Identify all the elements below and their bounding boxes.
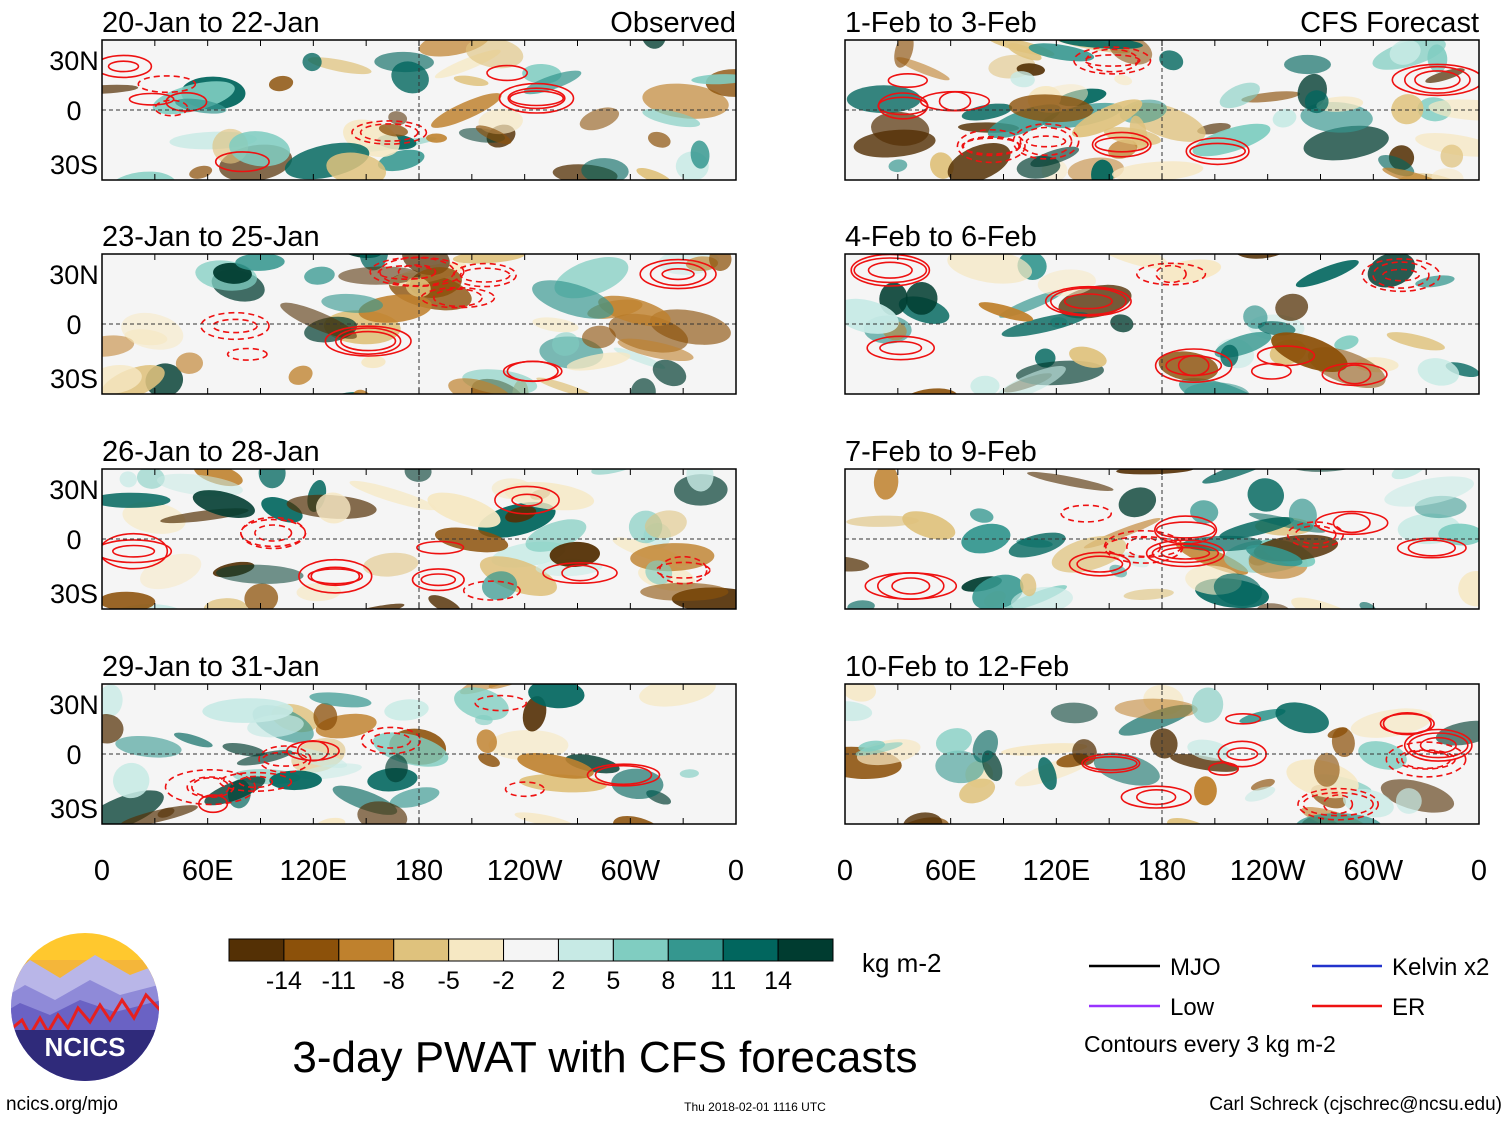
colorbar-swatch [283,938,340,962]
longitude-label: 180 [1138,855,1186,887]
latitude-label: 0 [66,310,81,340]
longitude-label: 0 [837,855,853,887]
panel-date-label: 7-Feb to 9-Feb [845,436,1037,468]
panel-date-label: 29-Jan to 31-Jan [102,651,320,683]
forecast-panel-3: 7-Feb to 9-Feb [844,436,1480,610]
figure-title: 3-day PWAT with CFS forecasts [292,1033,917,1082]
colorbar-tick-label: 2 [552,967,566,995]
footer-credit: Carl Schreck (cjschrec@ncsu.edu) [1209,1094,1502,1115]
forecast-panel-4: 10-Feb to 12-Feb [844,651,1480,825]
latitude-label: 30N [49,475,99,505]
longitude-label: 0 [728,855,744,887]
panel-heading: Observed [610,7,736,39]
footer-timestamp: Thu 2018-02-01 1116 UTC [684,1100,826,1114]
latitude-label: 0 [66,96,81,126]
colorbar-tick-label: -2 [492,967,514,995]
legend-kelvin-label: Kelvin x2 [1392,954,1489,981]
colorbar-swatch [722,938,779,962]
er-contours [877,46,1479,166]
logo-text: NCICS [45,1032,126,1062]
latitude-label: 0 [66,525,81,555]
colorbar-swatch [228,938,285,962]
latitude-label: 30N [49,46,99,76]
logo-landscape-icon [11,933,159,1081]
pwat-anomaly-field [102,684,716,824]
longitude-label: 0 [1471,855,1487,887]
colorbar-swatch [612,938,669,962]
latitude-label: 30S [50,150,98,180]
forecast-panel-1: 1-Feb to 3-Feb CFS Forecast [844,7,1480,181]
er-contours [102,485,711,601]
longitude-label: 120W [487,855,563,887]
panel-date-label: 10-Feb to 12-Feb [845,651,1069,683]
longitude-label: 60W [1344,855,1404,887]
legend-mjo-label: MJO [1170,954,1221,981]
footer-url[interactable]: ncics.org/mjo [6,1094,118,1115]
latitude-label: 30S [50,364,98,394]
colorbar-tick-label: 5 [606,967,620,995]
contour-note: Contours every 3 kg m-2 [1084,1031,1336,1057]
colorbar: -14 -11 -8 -5 -2 2 5 8 11 14 [228,938,834,995]
colorbar-swatch [393,938,450,962]
colorbar-swatch [503,938,559,962]
colorbar-swatch [667,938,724,962]
latitude-label: 30S [50,794,98,824]
latitude-label: 30N [49,260,99,290]
colorbar-tick-label: 11 [710,967,736,995]
panel-date-label: 4-Feb to 6-Feb [845,221,1037,253]
panel-date-label: 26-Jan to 28-Jan [102,436,320,468]
er-contours [864,504,1467,600]
pwat-anomaly-field [846,40,1479,180]
er-contours [164,694,661,814]
colorbar-tick-label: -14 [266,967,302,995]
pwat-anomaly-field [102,469,736,609]
er-contours [850,254,1441,387]
latitude-label: 30N [49,690,99,720]
longitude-axis-left: 0 60E 120E 180 120W 60W 0 [94,855,744,887]
pwat-anomaly-field [845,684,1479,824]
latitude-label: 30S [50,579,98,609]
longitude-label: 60E [182,855,234,887]
longitude-label: 60E [925,855,977,887]
panel-heading: CFS Forecast [1300,7,1479,39]
longitude-label: 180 [395,855,443,887]
legend-low-label: Low [1170,994,1215,1021]
longitude-label: 120E [1022,855,1090,887]
colorbar-tick-label: -11 [322,967,356,995]
colorbar-tick-label: -8 [383,967,405,995]
longitude-label: 120W [1230,855,1306,887]
colorbar-tick-label: 14 [764,967,792,995]
colorbar-swatch [338,938,395,962]
observed-panel-1: 20-Jan to 22-Jan Observed 30N 0 30S [49,7,737,181]
legend-er-label: ER [1392,994,1425,1021]
colorbar-tick-label: 8 [661,967,675,995]
forecast-panel-2: 4-Feb to 6-Feb [844,221,1480,395]
panel-date-label: 1-Feb to 3-Feb [845,7,1037,39]
longitude-label: 0 [94,855,110,887]
longitude-label: 120E [279,855,347,887]
colorbar-swatch [448,938,505,962]
er-contours [102,54,575,173]
ncics-logo: NCICS [11,933,159,1081]
colorbar-swatch [557,938,614,962]
longitude-axis-right: 0 60E 120E 180 120W 60W 0 [837,855,1487,887]
pwat-anomaly-field [845,469,1479,609]
panel-date-label: 20-Jan to 22-Jan [102,7,320,39]
er-contours [1081,711,1473,821]
er-contours [200,256,717,383]
longitude-label: 60W [601,855,661,887]
panel-date-label: 23-Jan to 25-Jan [102,221,320,253]
colorbar-units: kg m-2 [862,948,941,978]
colorbar-swatch [777,938,834,962]
latitude-label: 0 [66,740,81,770]
colorbar-tick-label: -5 [438,967,460,995]
legend: MJO Kelvin x2 Low ER Contours every 3 kg… [1084,954,1489,1057]
